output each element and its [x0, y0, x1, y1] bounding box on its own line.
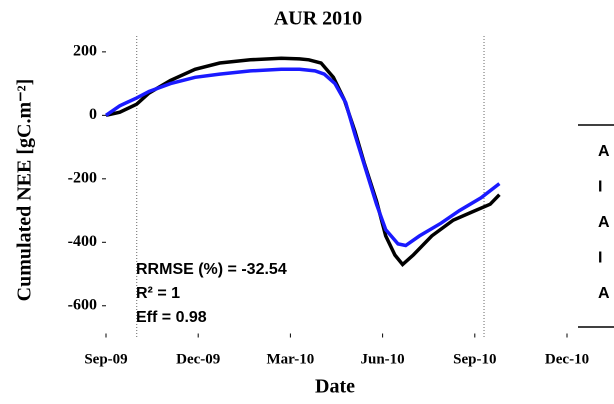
legend-label: A [598, 143, 610, 160]
series-line [105, 67, 501, 248]
y-tick-label: -400 [68, 233, 97, 250]
x-tick-label: Sep-10 [453, 351, 496, 367]
y-tick-label: 200 [73, 43, 97, 60]
x-tick-label: Mar-10 [267, 351, 315, 367]
y-tick-label: 0 [89, 106, 97, 123]
legend-label: I [598, 179, 602, 196]
x-tick-label: Sep-09 [84, 351, 127, 367]
x-tick-label: Dec-10 [545, 351, 589, 367]
legend-label: I [598, 250, 602, 267]
chart-title: AUR 2010 [274, 8, 362, 30]
y-tick-label: -200 [68, 169, 97, 186]
series-line [105, 56, 501, 268]
x-tick-label: Jun-10 [361, 351, 405, 367]
y-axis-label: Cumulated NEE [gC.m⁻²] [14, 79, 36, 302]
y-tick-label: -600 [68, 296, 97, 313]
annotation: R² = 1 [136, 285, 180, 302]
annotation: Eff = 0.98 [136, 309, 207, 326]
legend-label: A [598, 285, 610, 302]
legend-label: A [598, 214, 610, 231]
x-tick-label: Dec-09 [176, 351, 220, 367]
annotation: RRMSE (%) = -32.54 [136, 261, 287, 278]
x-axis-label: Date [315, 376, 355, 398]
